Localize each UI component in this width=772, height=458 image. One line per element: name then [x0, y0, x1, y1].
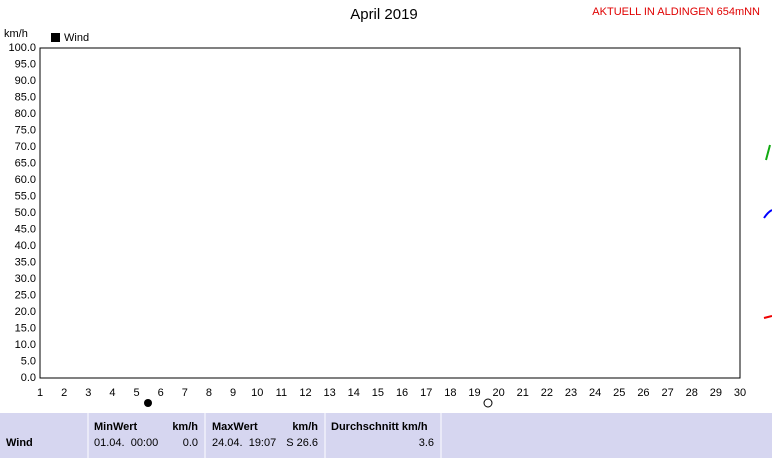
- y-tick-label: 5.0: [21, 355, 36, 367]
- moon-icon: [483, 398, 493, 408]
- side-decor: [763, 315, 772, 319]
- x-tick-label: 24: [589, 387, 601, 399]
- x-tick-label: 6: [158, 387, 164, 399]
- x-tick-label: 27: [661, 387, 673, 399]
- x-tick-label: 28: [686, 387, 698, 399]
- y-tick-label: 80.0: [15, 108, 36, 120]
- y-tick-label: 10.0: [15, 339, 36, 351]
- y-tick-label: 30.0: [15, 273, 36, 285]
- x-tick-label: 18: [444, 387, 456, 399]
- x-tick-label: 13: [324, 387, 336, 399]
- x-tick-label: 29: [710, 387, 722, 399]
- table-cell: 01.04. 00:00: [94, 437, 158, 449]
- x-tick-label: 30: [734, 387, 746, 399]
- x-tick-label: 11: [276, 387, 287, 399]
- chart-title: April 2019: [350, 6, 418, 23]
- x-tick-label: 5: [133, 387, 139, 399]
- row-label: Wind: [6, 437, 33, 449]
- side-decor: [765, 144, 771, 161]
- y-tick-label: 20.0: [15, 306, 36, 318]
- y-tick-label: 15.0: [15, 322, 36, 334]
- y-tick-label: 100.0: [8, 42, 36, 54]
- table-cell: 24.04. 19:07: [212, 437, 276, 449]
- y-tick-label: 70.0: [15, 141, 36, 153]
- table-header: MinWert: [94, 421, 138, 433]
- x-tick-label: 10: [251, 387, 263, 399]
- x-tick-label: 21: [517, 387, 529, 399]
- station-label: AKTUELL IN ALDINGEN 654mNN: [592, 6, 760, 18]
- plot-frame: [39, 47, 741, 379]
- x-tick-label: 17: [420, 387, 432, 399]
- y-tick-label: 25.0: [15, 289, 36, 301]
- y-tick-label: 45.0: [15, 223, 36, 235]
- y-tick-label: 65.0: [15, 157, 36, 169]
- y-tick-label: 95.0: [15, 58, 36, 70]
- x-tick-label: 8: [206, 387, 212, 399]
- y-axis-label: km/h: [4, 28, 28, 40]
- x-tick-label: 12: [299, 387, 311, 399]
- table-header: Durchschnitt km/h: [331, 421, 428, 433]
- x-tick-label: 19: [468, 387, 480, 399]
- y-tick-label: 75.0: [15, 124, 36, 136]
- x-tick-label: 3: [85, 387, 91, 399]
- y-tick-label: 90.0: [15, 75, 36, 87]
- table-cell: S 26.6: [286, 437, 318, 449]
- x-tick-label: 1: [37, 387, 43, 399]
- legend-swatch: [51, 33, 60, 42]
- table-header: MaxWert: [212, 421, 258, 433]
- x-tick-label: 25: [613, 387, 625, 399]
- y-tick-label: 0.0: [21, 372, 36, 384]
- y-tick-label: 40.0: [15, 240, 36, 252]
- x-tick-label: 22: [541, 387, 553, 399]
- legend-label: Wind: [64, 32, 89, 44]
- y-tick-label: 60.0: [15, 174, 36, 186]
- x-tick-label: 15: [372, 387, 384, 399]
- x-tick-label: 26: [637, 387, 649, 399]
- x-tick-label: 16: [396, 387, 408, 399]
- moon-icon: [144, 399, 152, 407]
- y-tick-label: 50.0: [15, 207, 36, 219]
- table-cell: 3.6: [419, 437, 434, 449]
- side-decor: [763, 209, 772, 219]
- x-tick-label: 4: [109, 387, 115, 399]
- x-tick-label: 20: [492, 387, 504, 399]
- x-tick-label: 9: [230, 387, 236, 399]
- table-cell: 0.0: [183, 437, 198, 449]
- table-header: km/h: [172, 421, 198, 433]
- y-tick-label: 85.0: [15, 91, 36, 103]
- x-tick-label: 14: [348, 387, 360, 399]
- x-tick-label: 7: [182, 387, 188, 399]
- x-tick-label: 2: [61, 387, 67, 399]
- y-tick-label: 35.0: [15, 256, 36, 268]
- table-header: km/h: [292, 421, 318, 433]
- x-tick-label: 23: [565, 387, 577, 399]
- stats-table: MinWert km/h MaxWert km/h Durchschnitt k…: [0, 413, 772, 458]
- y-tick-label: 55.0: [15, 190, 36, 202]
- table-bg: [0, 413, 772, 458]
